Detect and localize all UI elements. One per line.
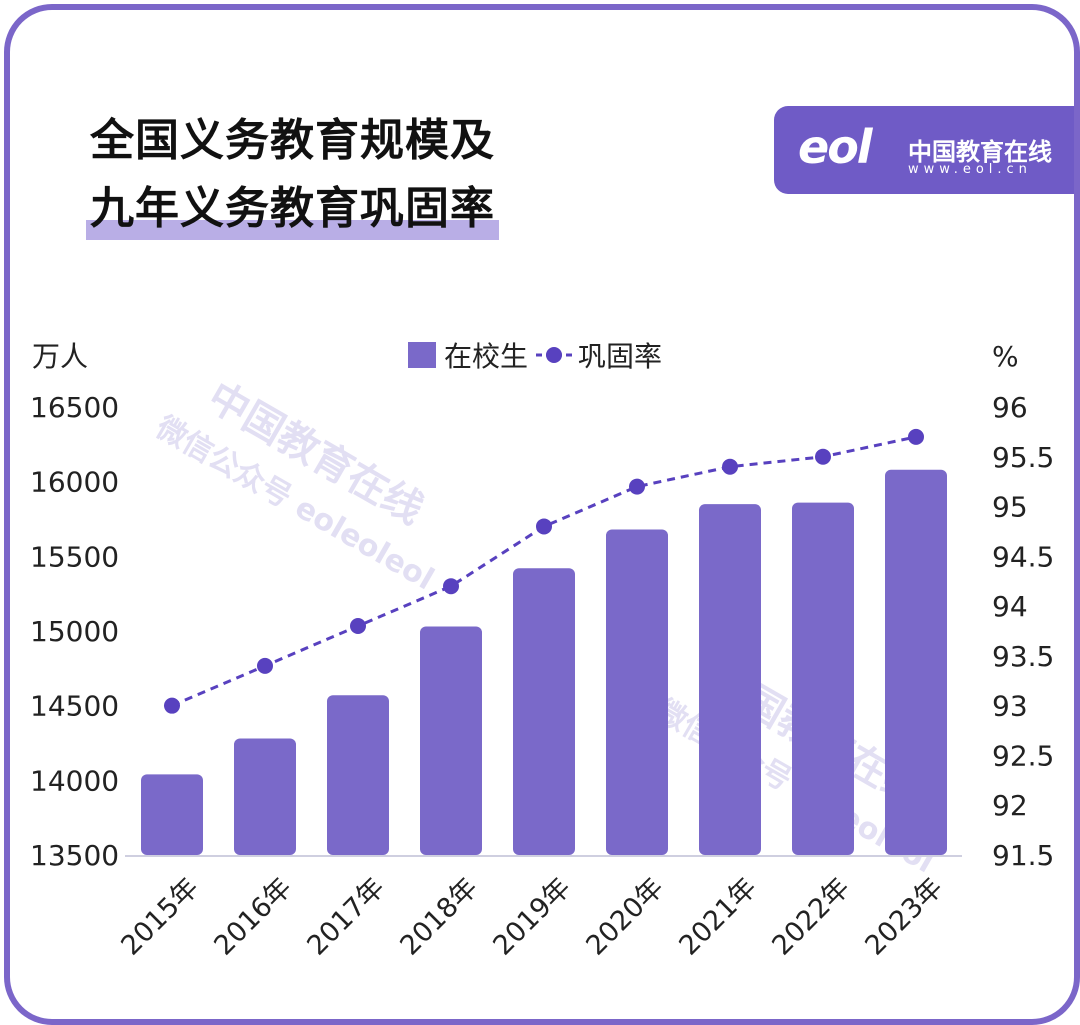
watermark-1: 中国教育在线 微信公众号 eoleoleol	[149, 374, 439, 597]
right-tick-label: 94	[992, 590, 1028, 623]
rate-point-2018年	[443, 578, 459, 595]
right-tick-label: 96	[992, 391, 1028, 424]
left-tick-label: 13500	[30, 839, 119, 872]
x-tick-label: 2022年	[766, 872, 856, 962]
logo-name: 中国教育在线	[908, 138, 1052, 166]
right-tick-label: 92	[992, 789, 1028, 822]
left-tick-label: 15500	[30, 540, 119, 573]
left-tick-label: 14500	[30, 690, 119, 723]
right-tick-label: 93.5	[992, 640, 1054, 673]
bar-2017年	[327, 695, 389, 855]
left-tick-label: 14000	[30, 764, 119, 797]
logo-url: www.eol.cn	[908, 162, 1032, 177]
legend-line-marker	[546, 347, 562, 363]
bar-2018年	[420, 626, 482, 855]
eol-logo: eol 中国教育在线 www.eol.cn	[774, 106, 1074, 194]
chart-title-line-2: 九年义务教育巩固率	[86, 172, 499, 240]
right-axis-unit: %	[992, 340, 1019, 373]
logo-mark: eol	[798, 120, 873, 174]
rate-line	[171, 435, 917, 708]
right-tick-label: 95.5	[992, 441, 1054, 474]
bar-2019年	[513, 568, 575, 855]
right-tick-label: 91.5	[992, 839, 1054, 872]
bar-2020年	[606, 529, 668, 855]
legend-label: 巩固率	[578, 340, 662, 373]
legend-label: 在校生	[444, 340, 528, 373]
rate-point-2021年	[722, 458, 738, 475]
left-tick-label: 15000	[30, 615, 119, 648]
rate-point-2015年	[164, 697, 180, 714]
right-tick-label: 94.5	[992, 540, 1054, 573]
rate-point-2020年	[629, 478, 645, 495]
left-tick-label: 16500	[30, 391, 119, 424]
bar-2016年	[234, 738, 296, 855]
right-tick-label: 95	[992, 491, 1028, 524]
bar-2022年	[792, 502, 854, 855]
x-tick-label: 2020年	[580, 872, 670, 962]
rate-point-2016年	[257, 657, 273, 674]
rate-point-2019年	[536, 518, 552, 535]
x-tick-label: 2019年	[487, 872, 577, 962]
right-tick-label: 93	[992, 690, 1028, 723]
left-axis-unit: 万人	[32, 340, 88, 373]
left-tick-label: 16000	[30, 466, 119, 499]
card-frame	[4, 4, 1080, 1025]
rate-point-2022年	[815, 448, 831, 465]
bar-2021年	[699, 504, 761, 855]
chart-title-line-1: 全国义务教育规模及	[90, 115, 495, 166]
rate-point-2017年	[350, 618, 366, 635]
bar-2015年	[141, 774, 203, 855]
x-tick-label: 2017年	[301, 872, 391, 962]
x-tick-label: 2015年	[115, 872, 205, 962]
bar-2023年	[885, 469, 947, 855]
x-tick-label: 2021年	[673, 872, 763, 962]
rate-point-2023年	[908, 428, 924, 445]
x-tick-label: 2018年	[394, 872, 484, 962]
right-tick-label: 92.5	[992, 739, 1054, 772]
legend-bar-swatch	[408, 342, 436, 368]
chart-title-line-2-text: 九年义务教育巩固率	[90, 183, 495, 234]
x-tick-label: 2023年	[859, 872, 949, 962]
x-tick-label: 2016年	[208, 872, 298, 962]
